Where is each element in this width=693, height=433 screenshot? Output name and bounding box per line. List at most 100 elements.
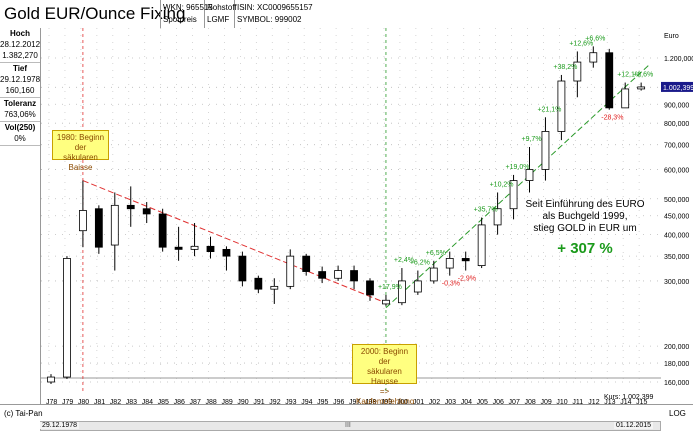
pct-label: -28,3% bbox=[601, 115, 623, 122]
high-label: Hoch bbox=[10, 29, 30, 38]
candle-body bbox=[238, 255, 247, 282]
x-tick-label: J80 bbox=[78, 399, 89, 404]
candle-body bbox=[63, 258, 71, 378]
exchange-label: LGMF bbox=[207, 15, 230, 24]
pct-label: -2,9% bbox=[458, 276, 476, 283]
candle-body bbox=[382, 299, 390, 305]
candle-body bbox=[557, 80, 566, 132]
last-price-label: 1.002,399 bbox=[663, 85, 693, 92]
x-tick-label: J12 bbox=[588, 399, 599, 404]
annotation-1980: 1980: Beginn der säkularen Baisse bbox=[52, 130, 109, 172]
currency-label: Euro bbox=[664, 33, 679, 40]
volatility-value: 0% bbox=[14, 134, 26, 143]
candle-body bbox=[605, 52, 614, 109]
candle-body bbox=[286, 255, 295, 287]
x-tick-label: J94 bbox=[301, 399, 312, 404]
header-bar: Gold EUR/Ounce Fixing WKN: 965515 Rohsto… bbox=[0, 0, 693, 29]
pct-label: +9,7% bbox=[522, 136, 542, 143]
start-date-label: 29.12.1978 bbox=[40, 422, 80, 429]
x-tick-label: J90 bbox=[237, 399, 248, 404]
y-tick-label: 160,000 bbox=[664, 380, 689, 387]
x-tick-label: J03 bbox=[445, 399, 456, 404]
symbol-label: SYMBOL: 999002 bbox=[237, 15, 302, 24]
x-tick-label: J78 bbox=[46, 399, 57, 404]
x-tick-label: J85 bbox=[158, 399, 169, 404]
x-tick-label: J13 bbox=[604, 399, 615, 404]
end-date-label: 01.12.2015 bbox=[614, 422, 654, 429]
low-value: 160,160 bbox=[5, 86, 35, 95]
downtrend-line bbox=[82, 180, 387, 304]
x-tick-label: J98 bbox=[365, 399, 376, 404]
x-tick-label: J91 bbox=[253, 399, 264, 404]
log-toggle[interactable]: LOG bbox=[669, 409, 686, 418]
x-tick-label: J92 bbox=[269, 399, 280, 404]
x-tick-label: J08 bbox=[525, 399, 536, 404]
pct-label: +6,5% bbox=[426, 250, 446, 257]
pct-label: +19,0% bbox=[506, 164, 530, 171]
x-tick-label: J83 bbox=[126, 399, 137, 404]
euro-note-line3: stieg GOLD in EUR um bbox=[533, 223, 637, 234]
annotation-2000: 2000: Beginn der säkularen Hausse => Kau… bbox=[352, 344, 417, 406]
candle-body bbox=[47, 376, 55, 383]
price-type-label: Spotpreis bbox=[163, 15, 197, 24]
candle-body bbox=[477, 224, 486, 266]
x-tick-label: J00 bbox=[397, 399, 408, 404]
candle-body bbox=[270, 285, 279, 290]
total-gain-label: + 307 % bbox=[557, 240, 613, 257]
x-tick-label: J09 bbox=[540, 399, 551, 404]
candle-body bbox=[525, 169, 534, 181]
x-tick-label: J02 bbox=[429, 399, 440, 404]
y-tick-label: 400,000 bbox=[664, 233, 689, 240]
euro-note: Seit Einführung des EURO als Buchgeld 19… bbox=[510, 199, 660, 235]
x-tick-label: J14 bbox=[620, 399, 631, 404]
candle-body bbox=[94, 208, 103, 248]
candle-body bbox=[318, 271, 327, 279]
annotation-2000-line3: => Kaufempfehlung bbox=[356, 387, 415, 406]
y-tick-label: 700,000 bbox=[664, 143, 689, 150]
y-tick-label: 180,000 bbox=[664, 361, 689, 368]
tolerance-value: 763,06% bbox=[4, 110, 36, 119]
candle-body bbox=[126, 204, 135, 210]
pct-label: +17,9% bbox=[378, 284, 402, 291]
x-tick-label: J97 bbox=[349, 399, 360, 404]
annotation-2000-line1: 2000: Beginn der bbox=[360, 347, 409, 366]
low-label: Tief bbox=[12, 64, 28, 73]
candle-body bbox=[350, 270, 358, 282]
x-tick-label: J05 bbox=[477, 399, 488, 404]
candle-body bbox=[413, 280, 422, 293]
tolerance-label: Toleranz bbox=[3, 99, 37, 108]
pct-label: +2,6% bbox=[633, 72, 653, 79]
plot-area[interactable]: J78 J79 J80 J81 J82 J83 J84 J85 J86 J87 J88 J89 J90 J… bbox=[40, 28, 663, 404]
pct-label: +21,1% bbox=[537, 106, 561, 113]
y-tick-label: 600,000 bbox=[664, 167, 689, 174]
candle-body bbox=[254, 277, 263, 290]
scrollbar-grip[interactable]: III bbox=[345, 422, 351, 429]
euro-note-line2: als Buchgeld 1999, bbox=[542, 211, 628, 222]
y-tick-label: 450,000 bbox=[664, 214, 689, 221]
candle-body bbox=[509, 180, 518, 210]
price-axis: 160,000 180,000 200,000 300,000 350,000 400,0… bbox=[661, 28, 693, 404]
x-tick-label: J84 bbox=[142, 399, 153, 404]
x-tick-label: J04 bbox=[461, 399, 472, 404]
pct-label: +2,4% bbox=[394, 257, 414, 264]
isin-label: ISIN: XC0009655157 bbox=[237, 3, 313, 12]
y-tick-label: 500,000 bbox=[664, 197, 689, 204]
pct-label: +10,2% bbox=[490, 181, 514, 188]
info-panel: Hoch 28.12.2012 1.382,270 Tief 29.12.197… bbox=[0, 28, 41, 156]
x-tick-label: J82 bbox=[110, 399, 121, 404]
x-tick-label: J11 bbox=[572, 399, 583, 404]
candle-body bbox=[79, 210, 87, 232]
high-date: 28.12.2012 bbox=[0, 40, 41, 49]
candle-body bbox=[397, 280, 406, 304]
annotation-1980-line2: säkularen Baisse bbox=[63, 153, 98, 172]
y-tick-label: 900,000 bbox=[664, 102, 689, 109]
x-tick-label: J96 bbox=[333, 399, 344, 404]
x-tick-label: J01 bbox=[413, 399, 424, 404]
candle-body bbox=[461, 258, 470, 262]
last-price-badge bbox=[661, 81, 693, 92]
x-tick-label: J93 bbox=[285, 399, 296, 404]
low-date: 29.12.1978 bbox=[0, 75, 41, 84]
candle-body bbox=[142, 208, 151, 215]
x-tick-label: J10 bbox=[556, 399, 567, 404]
